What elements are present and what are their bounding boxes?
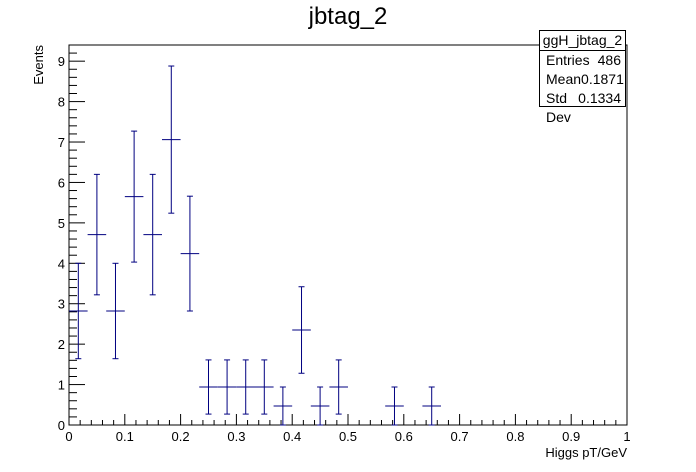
data-point (329, 359, 348, 415)
chart-title: jbtag_2 (308, 3, 388, 30)
data-point (236, 359, 256, 415)
y-tick-label: 5 (58, 216, 65, 231)
y-axis-label: Events (31, 45, 46, 85)
data-point (87, 173, 107, 296)
y-tick-label: 3 (58, 297, 65, 312)
stats-value: 486 (597, 52, 621, 68)
stats-value: 0.1334 (578, 90, 621, 106)
x-tick-label: 0.3 (227, 429, 245, 444)
stats-label: Mean (546, 71, 582, 87)
y-tick-label: 9 (58, 54, 65, 69)
x-tick-label: 0.7 (451, 429, 469, 444)
y-tick-label: 4 (58, 256, 65, 271)
x-tick-label: 0.2 (172, 429, 190, 444)
data-point (292, 286, 311, 374)
data-point (106, 262, 125, 360)
stats-row-mean: Mean 0.1871 (540, 70, 625, 89)
stats-row-stddev: Std Dev 0.1334 (540, 89, 625, 125)
y-tick-label: 0 (58, 418, 65, 433)
stats-label: Entries (546, 52, 590, 68)
data-point (143, 173, 162, 296)
y-tick-label: 2 (58, 337, 65, 352)
data-point (124, 130, 144, 263)
x-tick-label: 0.5 (339, 429, 357, 444)
data-point (161, 65, 181, 214)
x-tick-label: 0.4 (283, 429, 301, 444)
x-tick-label: 0.1 (116, 429, 134, 444)
stats-box: ggH_jbtag_2 Entries 486 Mean 0.1871 Std … (539, 30, 626, 125)
data-point (199, 359, 218, 415)
y-tick-label: 6 (58, 175, 65, 190)
stats-value: 0.1871 (581, 71, 624, 87)
stats-title: ggH_jbtag_2 (540, 31, 625, 51)
data-point (422, 386, 441, 426)
data-point (273, 386, 293, 426)
stats-label: Std Dev (546, 90, 571, 125)
x-tick-label: 0.9 (562, 429, 580, 444)
y-tick-label: 7 (58, 135, 65, 150)
data-point (385, 386, 404, 426)
stats-row-entries: Entries 486 (540, 51, 625, 70)
x-tick-label: 0.8 (506, 429, 524, 444)
y-tick-label: 8 (58, 95, 65, 110)
data-point (217, 359, 237, 415)
data-point (180, 195, 200, 312)
data-point (255, 359, 274, 415)
y-axis: 0 1 2 3 4 5 6 7 8 9 (58, 44, 85, 433)
x-tick-label: 1 (623, 429, 630, 444)
x-tick-label: 0 (65, 429, 72, 444)
data-point (69, 262, 88, 360)
x-axis: 0 0.1 0.2 0.3 0.4 0.5 0.6 0.7 0.8 0.9 1 (65, 414, 631, 444)
x-axis-label: Higgs pT/GeV (545, 445, 627, 460)
x-tick-label: 0.6 (395, 429, 413, 444)
data-points (69, 65, 441, 426)
data-point (310, 386, 330, 426)
y-tick-label: 1 (58, 378, 65, 393)
